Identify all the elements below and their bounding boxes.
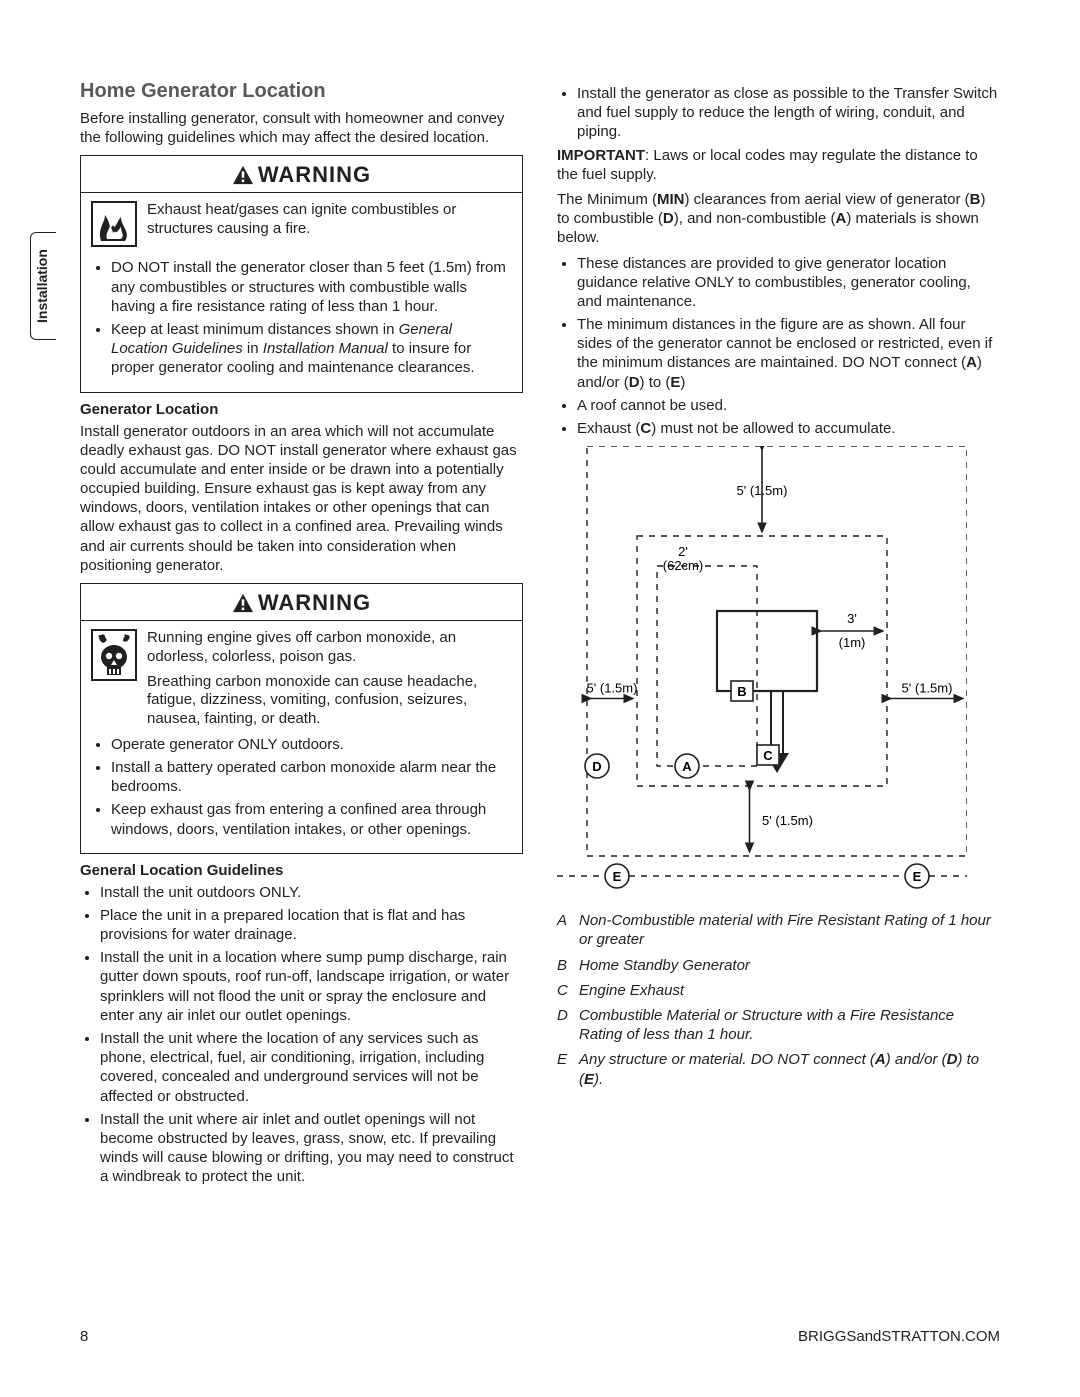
general-location-guidelines-heading: General Location Guidelines	[80, 862, 523, 879]
gll-bullets: Install the unit outdoors ONLY. Place th…	[80, 883, 523, 1187]
diagram-legend: ANon-Combustible material with Fire Resi…	[557, 911, 1000, 1089]
warning2-bullets: Operate generator ONLY outdoors. Install…	[91, 735, 512, 839]
two-column-layout: Home Generator Location Before installin…	[80, 80, 1000, 1191]
generator-location-heading: Generator Location	[80, 401, 523, 418]
list-item: Keep exhaust gas from entering a confine…	[111, 800, 512, 838]
list-item: Keep at least minimum distances shown in…	[111, 320, 512, 378]
section-tab-label: Installation	[30, 232, 56, 340]
svg-text:D: D	[592, 759, 601, 774]
intro-paragraph: Before installing generator, consult wit…	[80, 109, 523, 147]
svg-text:5' (1.5m): 5' (1.5m)	[902, 681, 953, 696]
svg-text:A: A	[682, 759, 692, 774]
section-tab: Installation	[30, 240, 58, 340]
list-item: Install the unit outdoors ONLY.	[100, 883, 523, 902]
warning-box-fire: WARNING Exhaust heat/gases can ignite co…	[80, 155, 523, 392]
svg-text:5' (1.5m): 5' (1.5m)	[587, 681, 638, 696]
generator-location-paragraph: Install generator outdoors in an area wh…	[80, 422, 523, 576]
svg-text:(1m): (1m)	[839, 635, 866, 650]
alert-triangle-icon	[232, 593, 254, 613]
legend-item: DCombustible Material or Structure with …	[557, 1006, 1000, 1044]
list-item: Install the generator as close as possib…	[577, 84, 1000, 142]
important-paragraph: IMPORTANT: Laws or local codes may regul…	[557, 146, 1000, 184]
legend-item: BHome Standby Generator	[557, 956, 1000, 975]
warning-label: WARNING	[258, 162, 371, 187]
right-bullets: These distances are provided to give gen…	[557, 254, 1000, 439]
list-item: Install the unit where air inlet and out…	[100, 1110, 523, 1187]
warning-lead-text: Breathing carbon monoxide can cause head…	[147, 673, 512, 729]
legend-item: EAny structure or material. DO NOT conne…	[557, 1050, 1000, 1088]
right-column: Install the generator as close as possib…	[557, 80, 1000, 1191]
svg-text:2': 2'	[678, 544, 688, 559]
legend-item: ANon-Combustible material with Fire Resi…	[557, 911, 1000, 949]
warning-label: WARNING	[258, 590, 371, 615]
clearance-diagram-svg: B C 5' (1.5m) 5' (1.5m) 5' (1.5m) 5' (1.5m) 2'…	[557, 446, 967, 896]
list-item: Install a battery operated carbon monoxi…	[111, 758, 512, 796]
warning-box-co: WARNING	[80, 583, 523, 854]
toxic-skull-icon	[91, 629, 137, 686]
page-number: 8	[80, 1328, 88, 1345]
svg-text:(62cm): (62cm)	[663, 558, 703, 573]
list-item: Place the unit in a prepared location th…	[100, 906, 523, 944]
alert-triangle-icon	[232, 165, 254, 185]
page-footer: 8 BRIGGSandSTRATTON.COM	[80, 1328, 1000, 1345]
list-item: DO NOT install the generator closer than…	[111, 258, 512, 316]
warning-header: WARNING	[81, 156, 522, 193]
clearance-diagram: B C 5' (1.5m) 5' (1.5m) 5' (1.5m) 5' (1.5m) 2'…	[557, 446, 1000, 901]
warning-lead-text: Exhaust heat/gases can ignite combustibl…	[147, 201, 512, 239]
svg-text:B: B	[737, 684, 746, 699]
list-item: Operate generator ONLY outdoors.	[111, 735, 512, 754]
svg-text:E: E	[913, 869, 922, 884]
legend-item: CEngine Exhaust	[557, 981, 1000, 1000]
svg-text:E: E	[613, 869, 622, 884]
left-column: Home Generator Location Before installin…	[80, 80, 523, 1191]
warning-header: WARNING	[81, 584, 522, 621]
min-clearance-paragraph: The Minimum (MIN) clearances from aerial…	[557, 190, 1000, 248]
svg-text:5' (1.5m): 5' (1.5m)	[737, 483, 788, 498]
right-top-bullet-list: Install the generator as close as possib…	[557, 84, 1000, 142]
warning-lead-text: Running engine gives off carbon monoxide…	[147, 629, 512, 667]
fire-icon	[91, 201, 137, 252]
list-item: A roof cannot be used.	[577, 396, 1000, 415]
warning1-bullets: DO NOT install the generator closer than…	[91, 258, 512, 377]
list-item: Install the unit in a location where sum…	[100, 948, 523, 1025]
list-item: These distances are provided to give gen…	[577, 254, 1000, 312]
list-item: Exhaust (C) must not be allowed to accum…	[577, 419, 1000, 438]
svg-text:3': 3'	[847, 611, 857, 626]
svg-text:C: C	[763, 748, 773, 763]
svg-text:5' (1.5m): 5' (1.5m)	[762, 813, 813, 828]
list-item: Install the unit where the location of a…	[100, 1029, 523, 1106]
footer-site: BRIGGSandSTRATTON.COM	[798, 1328, 1000, 1345]
page-title: Home Generator Location	[80, 80, 523, 103]
list-item: The minimum distances in the figure are …	[577, 315, 1000, 392]
